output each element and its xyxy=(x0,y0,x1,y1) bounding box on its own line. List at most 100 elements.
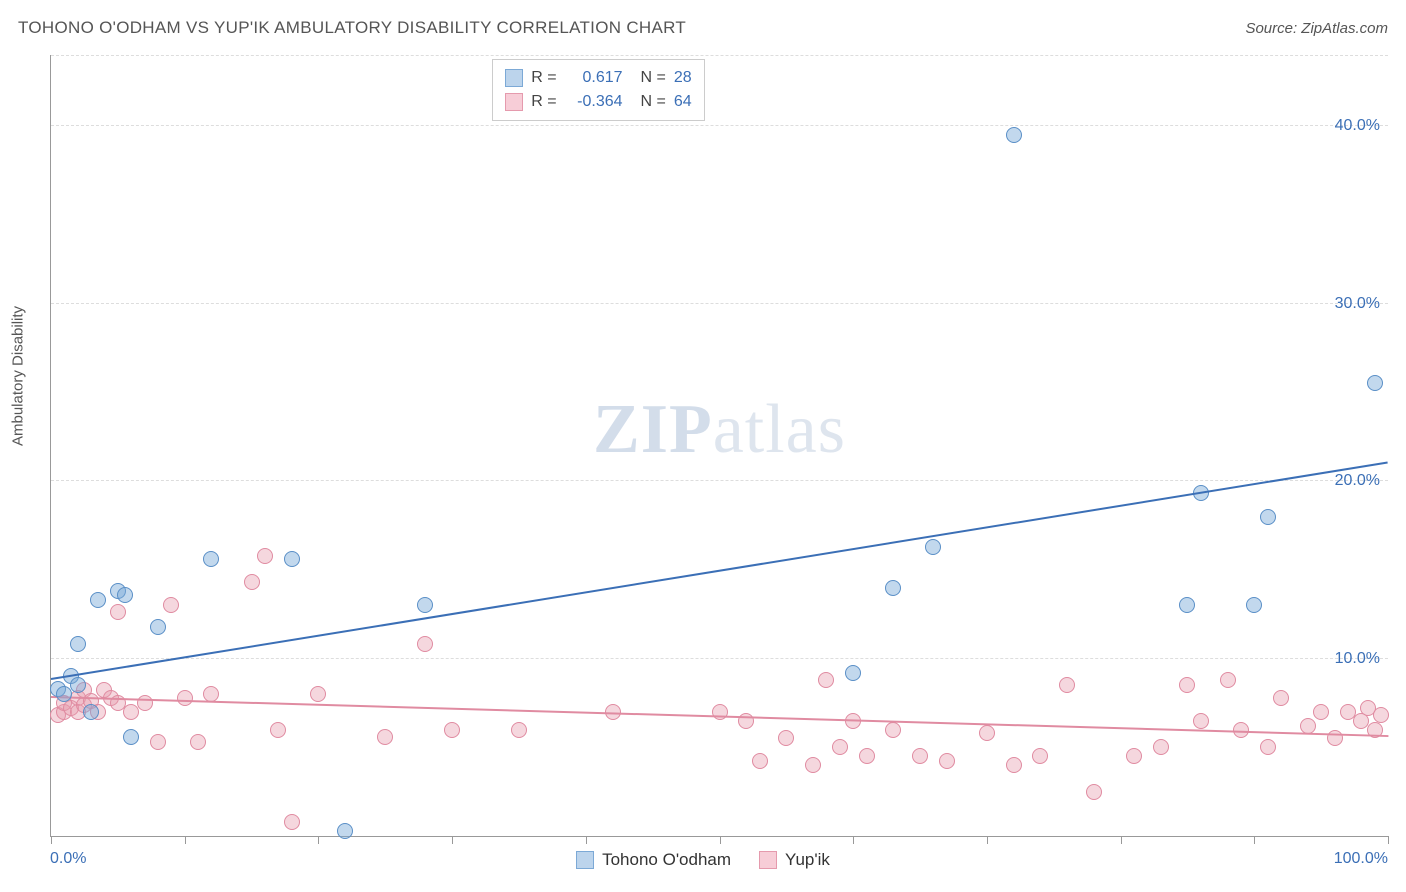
legend-swatch-icon xyxy=(759,851,777,869)
yupik-point xyxy=(1179,677,1195,693)
yupik-point xyxy=(818,672,834,688)
legend-n-value: 64 xyxy=(674,90,692,114)
yupik-point xyxy=(244,574,260,590)
gridline xyxy=(51,55,1388,56)
yupik-point xyxy=(377,729,393,745)
yupik-point xyxy=(1273,690,1289,706)
legend-r-label: R = xyxy=(531,66,556,90)
yupik-point xyxy=(738,713,754,729)
tohono-point xyxy=(1006,127,1022,143)
yupik-point xyxy=(1193,713,1209,729)
yupik-point xyxy=(1313,704,1329,720)
legend-r-value: -0.364 xyxy=(565,90,623,114)
yupik-point xyxy=(778,730,794,746)
y-tick-label: 30.0% xyxy=(1335,295,1380,313)
tohono-point xyxy=(1179,597,1195,613)
y-tick-label: 40.0% xyxy=(1335,117,1380,135)
y-tick-label: 10.0% xyxy=(1335,650,1380,668)
yupik-point xyxy=(859,748,875,764)
yupik-point xyxy=(257,548,273,564)
yupik-point xyxy=(270,722,286,738)
tohono-point xyxy=(845,665,861,681)
yupik-point xyxy=(1059,677,1075,693)
watermark: ZIPatlas xyxy=(593,390,846,470)
tohono-point xyxy=(203,551,219,567)
yupik-point xyxy=(110,604,126,620)
yupik-point xyxy=(939,753,955,769)
legend-item-yupik: Yup'ik xyxy=(759,850,830,870)
tohono-point xyxy=(1246,597,1262,613)
tohono-point xyxy=(123,729,139,745)
chart-title: TOHONO O'ODHAM VS YUP'IK AMBULATORY DISA… xyxy=(18,18,686,38)
tohono-point xyxy=(925,539,941,555)
x-tick xyxy=(720,836,721,844)
source-attribution: Source: ZipAtlas.com xyxy=(1245,20,1388,37)
x-tick xyxy=(452,836,453,844)
x-tick xyxy=(586,836,587,844)
legend-item-tohono: Tohono O'odham xyxy=(576,850,731,870)
legend-top: R = 0.617 N = 28 R = -0.364 N = 64 xyxy=(492,59,704,121)
tohono-point xyxy=(70,677,86,693)
yupik-point xyxy=(190,734,206,750)
yupik-point xyxy=(1233,722,1249,738)
x-tick xyxy=(1388,836,1389,844)
legend-label: Tohono O'odham xyxy=(602,850,731,870)
yupik-point xyxy=(137,695,153,711)
legend-n-value: 28 xyxy=(674,66,692,90)
legend-swatch-icon xyxy=(576,851,594,869)
tohono-point xyxy=(1260,509,1276,525)
yupik-point xyxy=(310,686,326,702)
x-tick xyxy=(185,836,186,844)
y-tick-label: 20.0% xyxy=(1335,472,1380,490)
tohono-point xyxy=(90,592,106,608)
yupik-point xyxy=(1260,739,1276,755)
tohono-point xyxy=(337,823,353,839)
legend-swatch-icon xyxy=(505,69,523,87)
yupik-point xyxy=(912,748,928,764)
yupik-point xyxy=(177,690,193,706)
legend-top-row: R = -0.364 N = 64 xyxy=(505,90,691,114)
yupik-point xyxy=(511,722,527,738)
yupik-point xyxy=(832,739,848,755)
yupik-point xyxy=(1153,739,1169,755)
legend-top-row: R = 0.617 N = 28 xyxy=(505,66,691,90)
yupik-point xyxy=(979,725,995,741)
legend-r-value: 0.617 xyxy=(565,66,623,90)
x-tick xyxy=(318,836,319,844)
yupik-point xyxy=(752,753,768,769)
tohono-point xyxy=(117,587,133,603)
yupik-point xyxy=(1006,757,1022,773)
yupik-point xyxy=(163,597,179,613)
legend-n-label: N = xyxy=(641,90,666,114)
tohono-trendline xyxy=(51,461,1388,680)
y-axis-label: Ambulatory Disability xyxy=(10,306,27,446)
tohono-point xyxy=(150,619,166,635)
x-tick xyxy=(1121,836,1122,844)
legend-n-label: N = xyxy=(641,66,666,90)
plot-area: ZIPatlas 10.0% 20.0% 30.0% 40.0% R = 0.617 N =… xyxy=(50,55,1388,837)
yupik-point xyxy=(1086,784,1102,800)
x-tick xyxy=(987,836,988,844)
gridline xyxy=(51,480,1388,481)
yupik-point xyxy=(417,636,433,652)
x-tick xyxy=(51,836,52,844)
legend-r-label: R = xyxy=(531,90,556,114)
tohono-point xyxy=(284,551,300,567)
yupik-point xyxy=(284,814,300,830)
yupik-point xyxy=(1220,672,1236,688)
x-tick xyxy=(853,836,854,844)
yupik-point xyxy=(1373,707,1389,723)
legend-swatch-icon xyxy=(505,93,523,111)
x-tick xyxy=(1254,836,1255,844)
yupik-point xyxy=(150,734,166,750)
yupik-point xyxy=(1126,748,1142,764)
gridline xyxy=(51,658,1388,659)
chart-header: TOHONO O'ODHAM VS YUP'IK AMBULATORY DISA… xyxy=(18,18,1388,38)
gridline xyxy=(51,125,1388,126)
yupik-point xyxy=(1032,748,1048,764)
legend-label: Yup'ik xyxy=(785,850,830,870)
legend-bottom: Tohono O'odham Yup'ik xyxy=(0,850,1406,870)
yupik-point xyxy=(444,722,460,738)
tohono-point xyxy=(1367,375,1383,391)
yupik-point xyxy=(805,757,821,773)
